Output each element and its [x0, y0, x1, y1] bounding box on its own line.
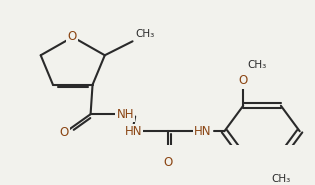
Text: O: O — [238, 74, 248, 88]
Text: NH: NH — [117, 108, 134, 121]
Text: O: O — [163, 156, 173, 169]
Text: CH₃: CH₃ — [135, 29, 155, 39]
Text: O: O — [59, 126, 68, 139]
Text: CH₃: CH₃ — [247, 60, 266, 70]
Text: HN: HN — [124, 125, 142, 138]
Text: HN: HN — [194, 125, 211, 138]
Text: CH₃: CH₃ — [271, 174, 290, 184]
Text: O: O — [67, 30, 77, 43]
